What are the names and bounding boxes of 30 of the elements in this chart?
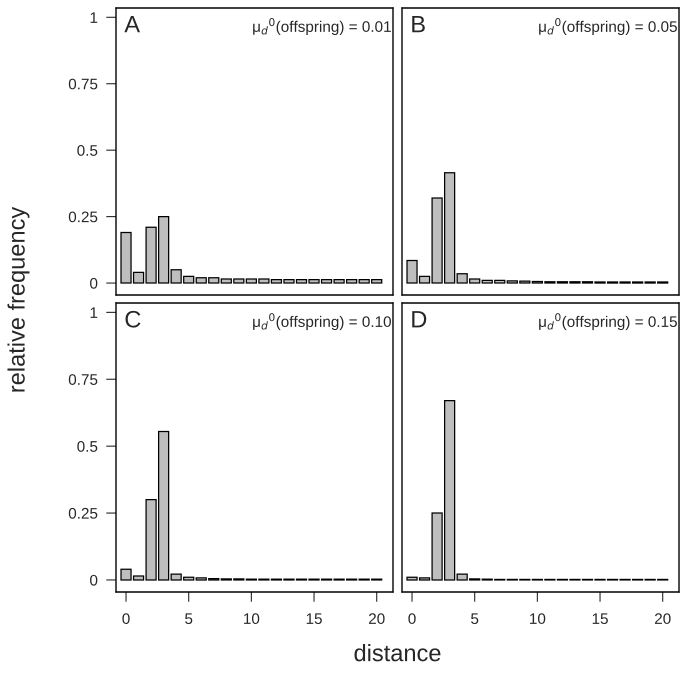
annotation: μ$_{d}$$^{0}$(offspring) = 0.01 [253,18,391,35]
x-tick-label: 10 [530,613,546,624]
annotation: C [126,310,140,328]
annotation: D [412,311,426,328]
x-tick-label: 5 [471,613,478,624]
x-tick-label: 15 [306,613,322,624]
y-axis-title: relative frequency [7,206,30,392]
x-tick-label: 5 [185,613,192,624]
y-tick-label: 0.75 [68,78,98,90]
annotation: B [412,16,425,32]
y-tick-label: 1 [90,12,98,23]
y-tick-label: 0.5 [77,145,98,156]
annotation: A [124,16,140,32]
y-tick-label: 0.5 [77,441,98,452]
y-tick-label: 1 [90,307,98,318]
annotation: μ$_{d}$$^{0}$(offspring) = 0.15 [539,313,677,330]
x-tick-label: 10 [244,613,260,624]
y-tick-label: 0.25 [68,211,98,222]
y-tick-label: 0 [90,278,98,289]
x-tick-label: 20 [368,613,385,624]
annotation: μ$_{d}$$^{0}$(offspring) = 0.05 [539,18,677,35]
y-tick-label: 0.75 [68,374,98,385]
y-tick-label: 0.25 [68,508,98,519]
x-tick-label: 15 [592,613,608,624]
x-tick-label: 0 [408,613,416,624]
x-tick-label: 20 [654,613,671,624]
annotation: μ$_{d}$$^{0}$(offspring) = 0.10 [253,313,391,330]
x-axis-title: distance [354,644,440,662]
x-tick-label: 0 [122,613,130,624]
y-tick-label: 0 [90,574,98,586]
